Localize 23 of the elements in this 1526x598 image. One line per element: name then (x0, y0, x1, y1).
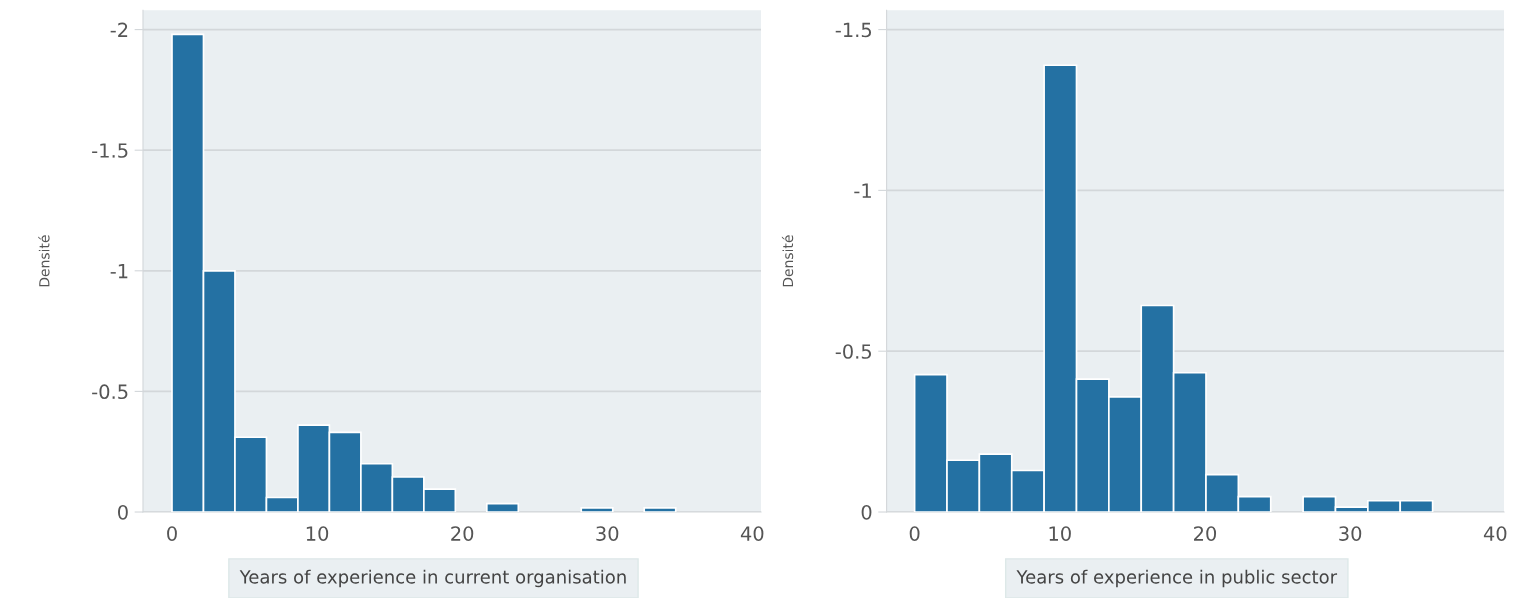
y-tick-label: 0 (861, 504, 872, 520)
y-tick-label: -1 (110, 264, 128, 279)
y-axis-title: Densité (781, 235, 794, 287)
y-tick-label: -1.5 (835, 22, 872, 38)
y-axis-title: Densité (38, 235, 50, 287)
x-axis-title: Years of experience in public sector (1016, 569, 1338, 588)
x-tick-label: 20 (451, 526, 474, 541)
x-tick-label: 0 (909, 526, 920, 541)
y-tick-label: -1.5 (92, 143, 128, 158)
y-tick-label: 0 (118, 504, 128, 520)
x-tick-label: 30 (1339, 526, 1362, 541)
y-tick-label: -1 (854, 183, 871, 198)
x-tick-label: 10 (306, 526, 329, 541)
x-tick-label: 10 (1049, 526, 1071, 541)
x-tick-label: 20 (1194, 526, 1217, 541)
x-tick-label: 0 (167, 526, 177, 541)
x-tick-label: 30 (596, 526, 619, 541)
x-tick-label: 40 (1483, 526, 1507, 541)
y-tick-label: -0.5 (835, 344, 872, 359)
x-tick-label: 40 (740, 526, 764, 541)
y-tick-label: -2 (110, 22, 128, 37)
y-tick-label: -0.5 (92, 384, 128, 400)
x-axis-title: Years of experience in current organisation (239, 569, 626, 588)
